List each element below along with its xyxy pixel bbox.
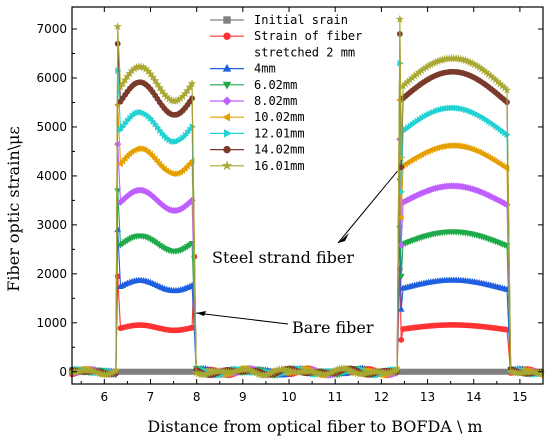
legend-label: 12.01mm (254, 126, 305, 140)
y-tick-label: 4000 (36, 169, 67, 183)
x-tick-label: 14 (466, 390, 481, 404)
series-point (223, 32, 231, 40)
x-tick-label: 12 (374, 390, 389, 404)
legend-label: 4mm (254, 62, 276, 76)
y-tick-label: 3000 (36, 218, 67, 232)
series-point (398, 164, 405, 171)
legend-item: 8.02mm (210, 94, 297, 108)
series-point (223, 129, 232, 138)
series-point (187, 79, 197, 88)
legend-label: 16.01mm (254, 159, 305, 173)
legend: Initial srain Strain of fiber stretched 2 … (210, 13, 362, 173)
axes-layer: 6 7 8 9 10 11 12 13 14 15 0 1000 2000 3000 4000 5000 600… (36, 6, 544, 404)
series-point (157, 86, 167, 95)
series-point (146, 69, 155, 78)
legend-label-line: Strain of fiber (254, 29, 362, 43)
x-tick-label: 10 (281, 390, 296, 404)
legend-label: 14.02mm (254, 143, 305, 157)
legend-label: 6.02mm (254, 78, 297, 92)
x-tick-label: 13 (420, 390, 435, 404)
x-tick-label: 6 (101, 390, 109, 404)
legend-label: 10.02mm (254, 110, 305, 124)
annotations: Steel strand fiber Bare fiber (195, 170, 398, 337)
x-tick-label: 7 (147, 390, 155, 404)
series-point (150, 76, 160, 85)
legend-item: 10.02mm (210, 110, 305, 124)
y-tick-label: 6000 (36, 71, 67, 85)
y-tick-label: 7000 (36, 22, 67, 36)
series-point (398, 188, 405, 196)
plot-frame (71, 6, 544, 385)
legend-item: 6.02mm (210, 78, 297, 92)
annotation-bare-fiber: Bare fiber (292, 318, 374, 337)
series-point (222, 96, 232, 106)
y-tick-label: 0 (59, 365, 67, 379)
series-point (223, 145, 231, 154)
annotation-arrow (195, 312, 289, 325)
y-axis-title: Fiber optic strain\με (4, 126, 23, 291)
series-point (395, 14, 405, 23)
x-tick-label: 9 (239, 390, 247, 404)
legend-item: 16.01mm (210, 159, 305, 173)
series-point (397, 214, 404, 221)
series-point (155, 83, 165, 92)
series-point (396, 153, 406, 162)
x-tick-label: 15 (512, 390, 527, 404)
series-2 (69, 253, 544, 379)
series-3 (68, 221, 545, 378)
y-tick-label: 1000 (36, 316, 67, 330)
legend-item: 12.01mm (210, 126, 305, 140)
legend-item: Strain of fiber stretched 2 mm (210, 29, 362, 59)
legend-item: 4mm (210, 62, 276, 76)
series-point (113, 22, 123, 31)
series-point (222, 112, 231, 122)
x-tick-label: 11 (328, 390, 343, 404)
series-point (222, 81, 232, 90)
series-point (223, 16, 231, 24)
annotation-steel-strand: Steel strand fiber (212, 248, 354, 267)
series-line (71, 256, 541, 376)
series-point (153, 79, 162, 88)
legend-item: 14.02mm (210, 143, 305, 157)
x-tick-label: 8 (193, 390, 201, 404)
series-point (397, 305, 405, 312)
series-point (502, 85, 512, 94)
legend-label-line: stretched 2 mm (254, 45, 355, 59)
y-tick-label: 5000 (36, 120, 67, 134)
legend-label: 8.02mm (254, 94, 297, 108)
series-point (111, 366, 121, 375)
series-9 (67, 14, 545, 379)
series-point (392, 365, 402, 374)
series-point (221, 160, 233, 171)
legend-label: Initial srain (254, 13, 348, 27)
series-point (397, 273, 405, 281)
annotation-arrow (337, 170, 398, 244)
y-tick-label: 2000 (36, 267, 67, 281)
legend-label: Strain of fiber stretched 2 mm (254, 29, 362, 59)
series-point (397, 241, 405, 249)
series-point (148, 72, 158, 81)
series-point (398, 336, 405, 343)
x-axis-title: Distance from optical fiber to BOFDA \ m (147, 417, 482, 436)
annotation-arrowhead (338, 233, 349, 243)
annotation-arrowhead (196, 311, 207, 317)
legend-item: Initial srain (210, 13, 348, 27)
series-point (222, 63, 232, 72)
series-line (72, 180, 541, 376)
series-layer (67, 14, 545, 379)
